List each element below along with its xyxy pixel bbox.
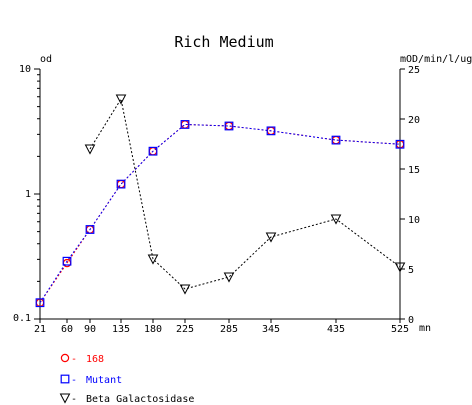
data-point	[395, 139, 405, 149]
right-tick-label: 25	[408, 65, 420, 76]
data-point	[147, 254, 159, 265]
x-tick-label: 525	[391, 324, 409, 335]
x-tick-label: 60	[61, 324, 73, 335]
legend-marker	[60, 353, 70, 363]
x-axis-ticks: 21 60 90 135 180 225 285 345 435 525	[34, 319, 409, 335]
left-tick-label: 10	[19, 64, 31, 75]
right-tick-label: 20	[408, 115, 420, 126]
data-point	[224, 121, 234, 131]
legend-entry: -168	[60, 353, 104, 365]
data-point	[85, 225, 95, 234]
data-point	[265, 232, 277, 243]
legend-marker	[59, 393, 71, 404]
right-tick-label: 0	[408, 315, 414, 326]
right-tick-label: 5	[408, 265, 414, 276]
x-tick-label: 225	[176, 324, 194, 335]
data-point	[35, 298, 45, 308]
left-tick-label: 1	[25, 189, 31, 200]
data-point	[180, 120, 190, 129]
x-tick-label: 180	[144, 324, 162, 335]
series-layer	[35, 94, 406, 308]
x-tick-label: 21	[34, 324, 46, 335]
legend-entry: - Beta Galactosidase	[59, 393, 194, 405]
data-point	[62, 256, 72, 266]
data-point	[115, 94, 127, 105]
left-axis-ticks: 0.1 1 10	[13, 64, 40, 324]
data-point	[330, 214, 342, 225]
data-point	[116, 179, 126, 189]
legend-entry: - Mutant	[60, 374, 122, 386]
legend-label: 168	[86, 354, 104, 365]
series-mutant	[35, 120, 405, 308]
series-168	[35, 120, 405, 307]
data-point	[148, 146, 158, 156]
legend-dash: -	[71, 354, 77, 365]
x-tick-label: 345	[262, 324, 280, 335]
legend-dash: -	[71, 375, 77, 386]
right-tick-label: 10	[408, 215, 420, 226]
right-tick-label: 15	[408, 165, 420, 176]
data-point	[179, 284, 191, 295]
legend-marker	[60, 374, 70, 384]
series-line	[39, 123, 401, 303]
left-axis-label: od	[40, 54, 52, 65]
series-beta-galactosidase	[84, 94, 406, 295]
chart-title: Rich Medium	[174, 33, 273, 51]
left-tick-label: 0.1	[13, 313, 31, 324]
x-tick-label: 90	[84, 324, 96, 335]
data-point	[394, 262, 406, 273]
legend: -168- Mutant- Beta Galactosidase	[59, 353, 194, 405]
series-line	[89, 97, 401, 290]
x-axis-label: mn	[419, 323, 431, 334]
data-point	[266, 126, 276, 136]
right-axis-label: mOD/min/l/ug	[400, 54, 472, 65]
data-point	[116, 179, 126, 189]
x-tick-label: 285	[220, 324, 238, 335]
legend-label: Mutant	[86, 375, 122, 386]
series-line	[39, 123, 401, 303]
data-point	[84, 144, 96, 155]
right-axis-ticks: 0 5 10 15 20 25	[400, 65, 420, 326]
legend-dash: -	[71, 394, 77, 405]
x-tick-label: 435	[327, 324, 345, 335]
data-point	[223, 272, 235, 283]
x-tick-label: 135	[112, 324, 130, 335]
data-point	[331, 135, 341, 145]
legend-label: Beta Galactosidase	[86, 394, 194, 405]
